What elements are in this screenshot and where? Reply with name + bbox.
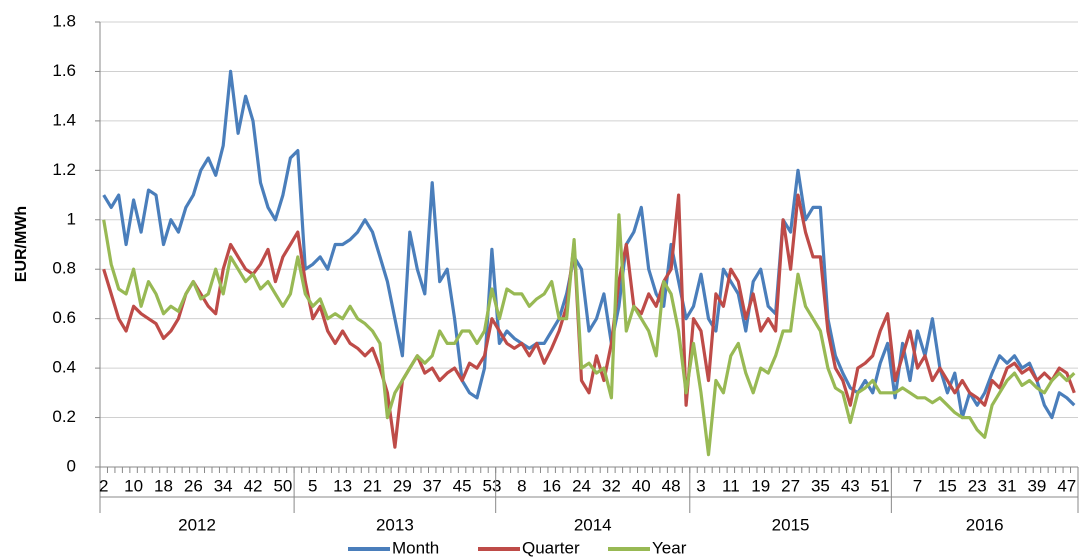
y-tick-label: 1.8 [52,11,76,30]
group-label: 2016 [966,515,1004,534]
x-tick-label: 39 [1027,476,1046,495]
x-tick-label: 27 [781,476,800,495]
x-tick-label: 13 [333,476,352,495]
x-tick-label: 7 [913,476,922,495]
x-tick-label: 24 [572,476,591,495]
series-line [102,193,1076,449]
x-tick-label: 37 [423,476,442,495]
series-line [102,69,1076,420]
x-tick-label: 18 [154,476,173,495]
x-tick-label: 8 [517,476,526,495]
x-tick-label: 21 [363,476,382,495]
legend-label: Quarter [522,538,580,557]
x-tick-label: 31 [998,476,1017,495]
y-tick-label: 1.6 [52,61,76,80]
x-tick-label: 32 [602,476,621,495]
y-axis-label: EUR/MWh [13,206,30,282]
x-tick-label: 16 [542,476,561,495]
x-tick-label: 26 [184,476,203,495]
x-tick-label: 47 [1057,476,1076,495]
x-tick-label: 34 [214,476,233,495]
x-tick-label: 11 [722,476,740,495]
x-tick-label: 5 [308,476,317,495]
x-tick-label: 53 [482,476,501,495]
y-tick-label: 1 [67,209,76,228]
x-tick-label: 35 [811,476,830,495]
group-label: 2015 [772,515,810,534]
x-tick-label: 3 [696,476,705,495]
x-tick-label: 50 [273,476,292,495]
x-tick-label: 29 [393,476,412,495]
group-label: 2013 [376,515,414,534]
x-tick-label: 45 [453,476,472,495]
group-label: 2012 [178,515,216,534]
x-tick-label: 10 [124,476,143,495]
x-tick-label: 42 [244,476,263,495]
x-tick-label: 19 [751,476,770,495]
x-tick-label: 2 [99,476,108,495]
x-tick-label: 15 [938,476,957,495]
x-tick-label: 43 [841,476,860,495]
y-tick-label: 0.4 [52,358,76,377]
x-tick-label: 40 [632,476,651,495]
y-tick-label: 0.8 [52,259,76,278]
x-tick-label: 51 [871,476,890,495]
y-tick-label: 0.2 [52,407,76,426]
x-tick-label: 48 [662,476,681,495]
series-line [102,213,1076,457]
x-tick-label: 23 [968,476,987,495]
group-label: 2014 [574,515,612,534]
y-tick-label: 0.6 [52,308,76,327]
y-tick-label: 0 [67,456,76,475]
legend-label: Year [652,538,687,557]
legend-label: Month [392,538,439,557]
y-tick-label: 1.2 [52,160,76,179]
y-tick-label: 1.4 [52,110,76,129]
